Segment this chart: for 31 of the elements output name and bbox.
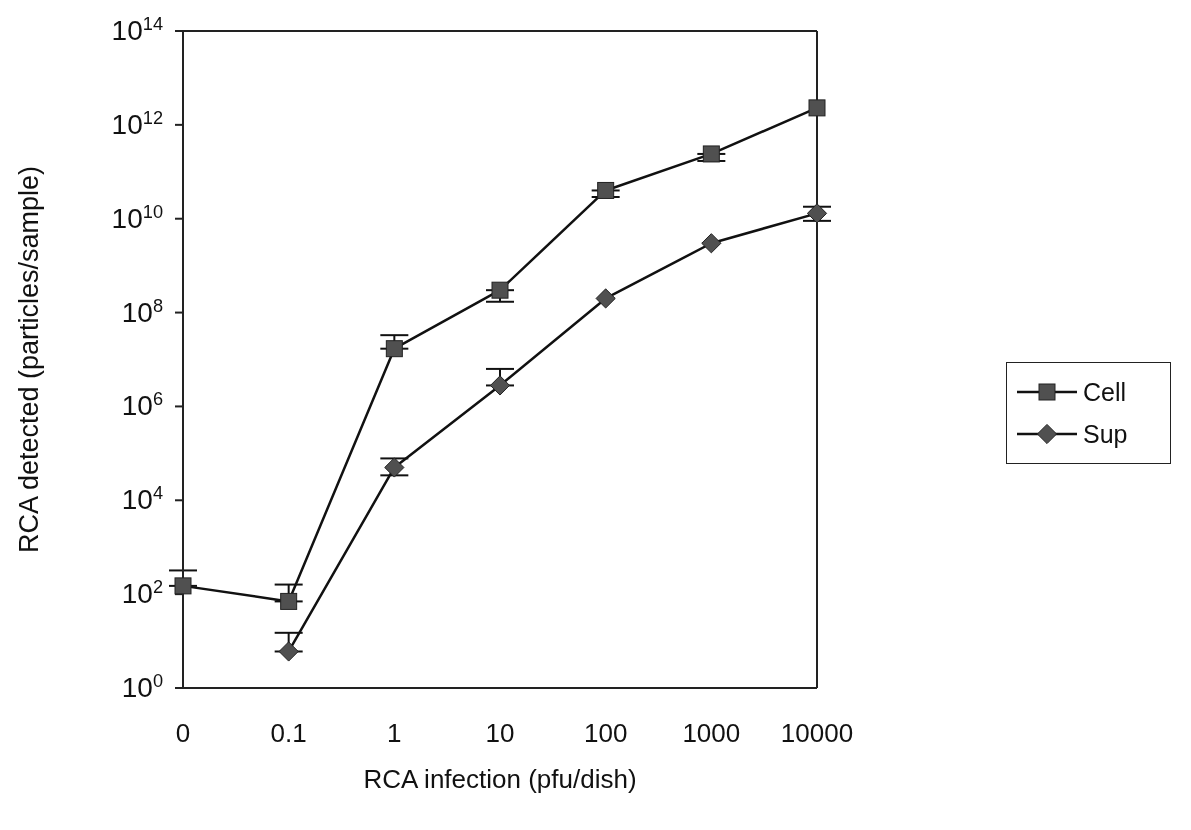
x-tick-label: 0.1 — [270, 718, 307, 749]
y-tick-label: 10$^{4}$ — [121, 483, 163, 516]
y-tick-label: 10$^{6}$ — [121, 389, 163, 422]
y-tick-label: 10$^{8}$ — [121, 295, 163, 328]
point — [278, 641, 299, 662]
y-tick-label: 10$^{2}$ — [121, 577, 163, 610]
x-tick-label: 10 — [485, 718, 515, 749]
legend-label: Sup — [1083, 419, 1128, 449]
point — [489, 375, 511, 396]
x-tick-label: 0 — [175, 718, 191, 749]
y-tick-label: 10$^{14}$ — [111, 14, 163, 46]
x-tick-label: 1000 — [682, 718, 741, 749]
point — [597, 181, 615, 199]
point — [174, 577, 192, 595]
point — [384, 457, 405, 478]
point — [595, 288, 616, 309]
point — [702, 145, 720, 163]
point — [280, 592, 298, 610]
y-tick-label: 10$^{12}$ — [111, 107, 163, 140]
point — [491, 281, 509, 299]
x-tick-label: 1 — [387, 718, 402, 749]
y-tick-label: 10$^{10}$ — [111, 201, 163, 234]
point — [808, 99, 826, 117]
y-tick-label: 10$^{0}$ — [121, 671, 163, 703]
point — [385, 340, 403, 358]
point — [701, 233, 722, 254]
legend-label: Cell — [1083, 377, 1127, 407]
x-tick-label: 100 — [583, 718, 628, 749]
x-axis-title: RCA infection (pfu/dish) — [363, 764, 637, 794]
y-axis-title: RCA detected (particles/sample) — [13, 165, 44, 554]
x-tick-label: 10000 — [780, 718, 854, 749]
